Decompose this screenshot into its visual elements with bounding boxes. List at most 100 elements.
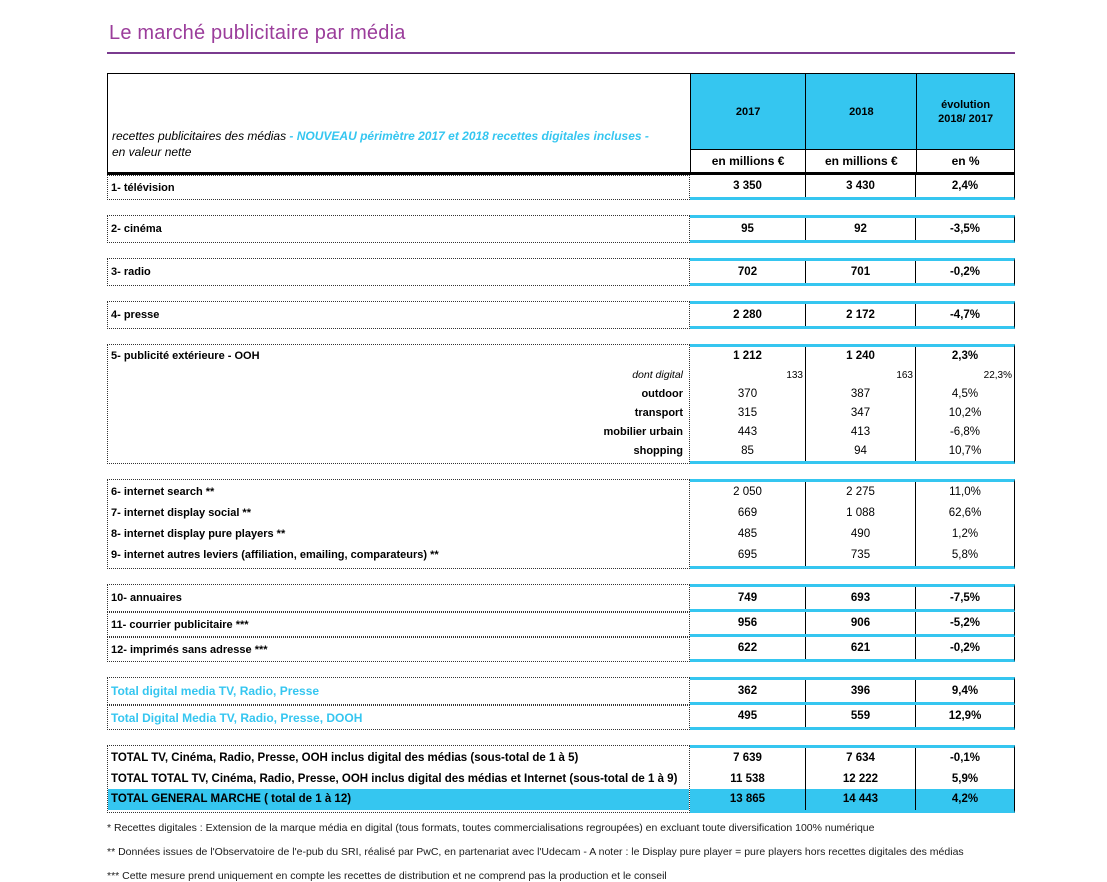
- value-cell: 669: [737, 507, 758, 519]
- value-cell: 7 634: [805, 748, 915, 769]
- value-cell: 735: [805, 545, 915, 566]
- caption-part-1: recettes publicitaires des médias: [112, 129, 290, 143]
- column-header-2017: 2017: [690, 74, 806, 149]
- value-cell: 12,9%: [915, 705, 1014, 727]
- row-label: mobilier urbain: [603, 426, 683, 438]
- value-cell: -7,5%: [915, 587, 1014, 609]
- block-label-column: 3- radio: [107, 258, 690, 286]
- value-cell: 387: [805, 385, 915, 404]
- value-cell: 485: [737, 528, 758, 540]
- media-block-internet: 6- internet search ** 7- internet display…: [107, 479, 1015, 569]
- row-label: 1- télévision: [111, 181, 175, 194]
- block-values-column: 362 396 9,4%: [690, 677, 1015, 705]
- block-values-column: 95 92 -3,5%: [690, 215, 1015, 243]
- media-block-imprimes: 12- imprimés sans adresse *** 622 621 -0,2%: [107, 637, 1015, 662]
- table-caption: recettes publicitaires des médias - NOUV…: [112, 128, 684, 160]
- row-label: 4- presse: [111, 309, 160, 321]
- block-label-column: 5- publicité extérieure - OOH dont digita…: [107, 344, 690, 464]
- value-cell: -0,1%: [915, 748, 1014, 769]
- media-block-cinema: 2- cinéma 95 92 -3,5%: [107, 215, 1015, 243]
- value-cell: 347: [805, 404, 915, 423]
- footnote-3: *** Cette mesure prend uniquement en com…: [107, 869, 667, 882]
- value-cell: -3,5%: [915, 218, 1014, 240]
- media-ad-revenue-table: recettes publicitaires des médias - NOUV…: [107, 73, 1015, 813]
- value-cell: 95: [741, 223, 754, 235]
- value-cell: 315: [737, 407, 758, 419]
- media-block-television: 1- télévision 3 350 3 430 2,4%: [107, 175, 1015, 200]
- row-label: TOTAL TOTAL TV, Cinéma, Radio, Presse, O…: [111, 772, 678, 785]
- media-block-totaux: TOTAL TV, Cinéma, Radio, Presse, OOH inc…: [107, 745, 1015, 813]
- value-cell: 396: [805, 680, 915, 702]
- table-header: recettes publicitaires des médias - NOUV…: [107, 73, 1015, 175]
- column-header-2018: 2018: [806, 74, 917, 149]
- row-label: TOTAL TV, Cinéma, Radio, Presse, OOH inc…: [111, 752, 579, 764]
- value-cell: 495: [737, 710, 758, 722]
- value-cell: 62,6%: [915, 503, 1014, 524]
- block-values-column: 495 559 12,9%: [690, 705, 1015, 730]
- value-cell: 4,2%: [915, 789, 1014, 810]
- block-label-column: Total digital media TV, Radio, Presse: [107, 677, 690, 705]
- row-label: 5- publicité extérieure - OOH: [111, 350, 260, 362]
- block-label-column: 12- imprimés sans adresse ***: [107, 637, 690, 662]
- value-cell: -0,2%: [915, 637, 1014, 659]
- value-cell: 3 430: [805, 175, 915, 197]
- value-cell: -0,2%: [915, 261, 1014, 283]
- block-label-column: 2- cinéma: [107, 215, 690, 243]
- row-label: 2- cinéma: [111, 223, 162, 235]
- row-label: 3- radio: [111, 266, 151, 278]
- value-cell: 749: [737, 592, 758, 604]
- column-2017: 2017 en millions €: [689, 74, 806, 172]
- column-unit-2017: en millions €: [690, 149, 806, 172]
- value-cell: 956: [737, 617, 758, 629]
- value-cell: 3 350: [733, 180, 762, 192]
- value-cell: 13 865: [690, 789, 805, 810]
- row-label: 11- courrier publicitaire ***: [111, 618, 249, 631]
- value-cell: 490: [805, 524, 915, 545]
- row-label: 12- imprimés sans adresse ***: [111, 643, 268, 656]
- value-cell: 9,4%: [915, 680, 1014, 702]
- value-cell: 11 538: [730, 772, 765, 785]
- row-label: 9- internet autres leviers (affiliation,…: [111, 549, 439, 561]
- value-cell: 7 639: [733, 752, 762, 764]
- value-cell: 370: [737, 388, 758, 400]
- value-cell: 622: [737, 642, 758, 654]
- value-cell: 906: [805, 612, 915, 634]
- value-cell: 1,2%: [915, 524, 1014, 545]
- value-cell: 12 222: [805, 768, 915, 789]
- block-values-column: 1 212 1 240 2,3% 133 163 22,3% 370 387 4,5% 315 34…: [690, 344, 1015, 464]
- row-label: outdoor: [641, 388, 683, 400]
- block-label-column: Total Digital Media TV, Radio, Presse, D…: [107, 705, 690, 730]
- caption-highlight: - NOUVEAU périmètre 2017 et 2018 recette…: [289, 129, 649, 143]
- value-cell: 5,9%: [915, 768, 1014, 789]
- value-cell: 22,3%: [915, 366, 1014, 385]
- block-values-column: 7 639 7 634 -0,1% 11 538 12 222 5,9% 13 865 14 …: [690, 745, 1015, 813]
- column-unit-2018: en millions €: [806, 149, 917, 172]
- value-cell: 85: [741, 445, 754, 457]
- value-cell: 1 240: [805, 347, 915, 366]
- value-cell: 2 172: [805, 304, 915, 326]
- value-cell: 443: [737, 426, 758, 438]
- footnote-1: * Recettes digitales : Extension de la m…: [107, 821, 875, 834]
- page-title: Le marché publicitaire par média: [107, 22, 1015, 54]
- value-cell: 559: [805, 705, 915, 727]
- media-block-courrier: 11- courrier publicitaire *** 956 906 -5,2%: [107, 612, 1015, 637]
- value-cell: 94: [805, 442, 915, 461]
- value-cell: 2,4%: [915, 175, 1014, 197]
- row-label: TOTAL GENERAL MARCHE ( total de 1 à 12): [108, 789, 689, 810]
- block-values-column: 2 280 2 172 -4,7%: [690, 301, 1015, 329]
- value-cell: 11,0%: [915, 482, 1014, 503]
- caption-part-2: en valeur nette: [112, 145, 192, 159]
- value-cell: 92: [805, 218, 915, 240]
- block-values-column: 702 701 -0,2%: [690, 258, 1015, 286]
- value-cell: 2 275: [805, 482, 915, 503]
- value-cell: 2 280: [733, 309, 762, 321]
- value-cell: 133: [786, 370, 803, 381]
- value-cell: 693: [805, 587, 915, 609]
- block-label-column: 6- internet search ** 7- internet display…: [107, 479, 690, 569]
- block-label-column: 4- presse: [107, 301, 690, 329]
- row-label: 6- internet search **: [111, 486, 215, 498]
- value-cell: -6,8%: [915, 423, 1014, 442]
- table-blocks: 1- télévision 3 350 3 430 2,4% 2- cinéma 95 92…: [107, 175, 1015, 813]
- value-cell: 163: [805, 366, 915, 385]
